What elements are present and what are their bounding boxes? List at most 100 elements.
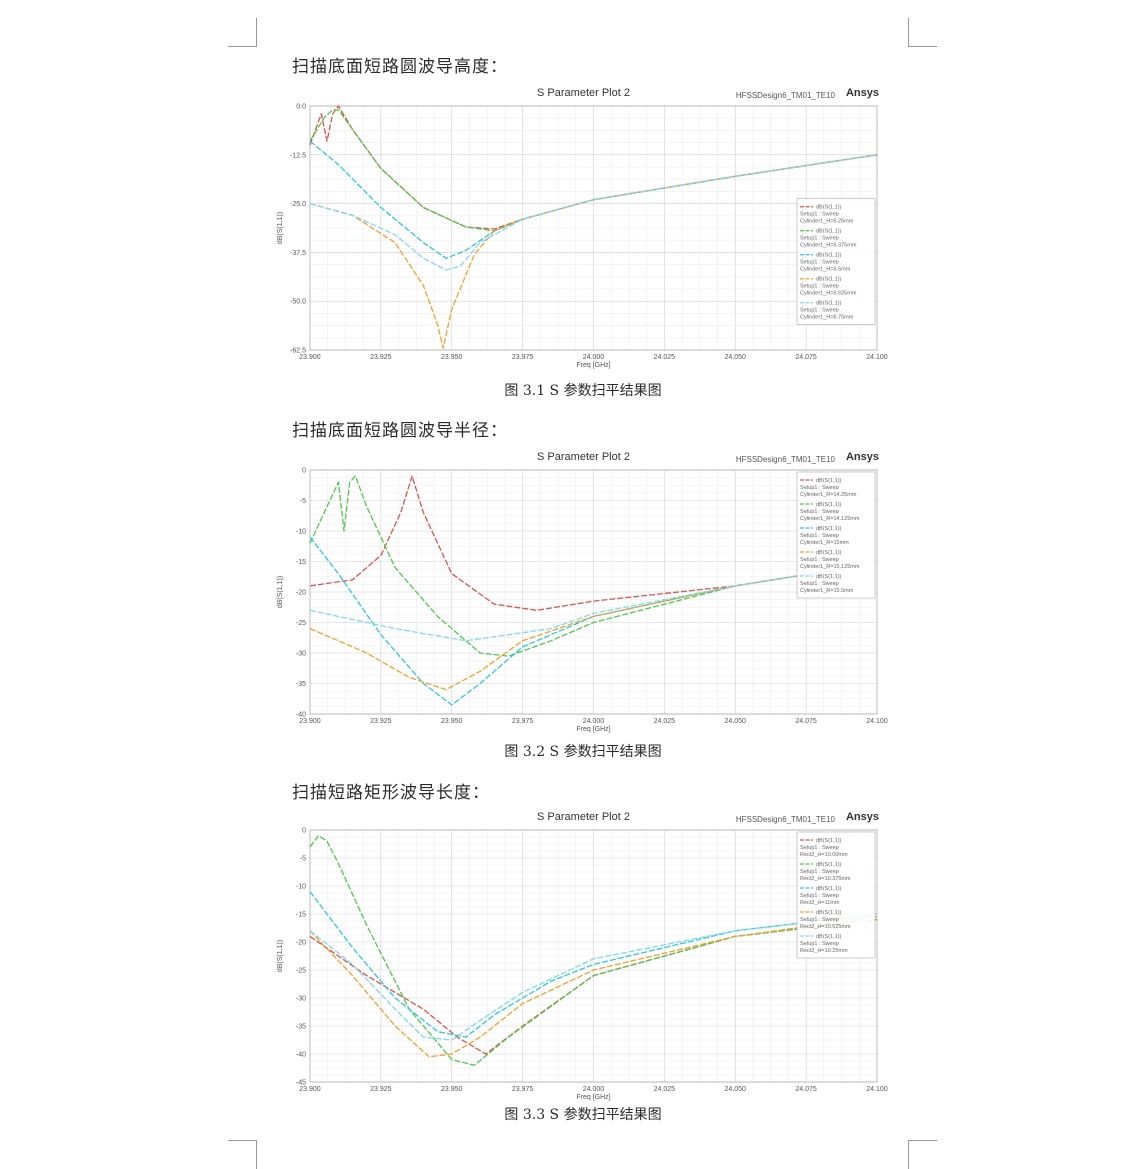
legend-entry-text: dB(S(1,1)) [816,862,842,868]
legend-box [796,471,876,599]
legend-entry-text: Cylinder1_H=6.75mm [800,315,854,321]
legend-box [796,198,876,326]
y-axis-label: dB(S(1,1)) [277,212,284,244]
series-line-2 [309,475,849,657]
legend-entry-text: dB(S(1,1)) [816,838,842,844]
x-tick-label: 24.000 [583,718,605,725]
y-tick-label: -62.5 [290,348,306,355]
figure-caption-3: 图 3.3 S 参数扫平结果图 [504,1107,662,1123]
figure-1: 23.900 23.925 23.950 23.975 24.000 24.025 24.0… [270,80,895,372]
legend-entry-text: dB(S(1,1)) [816,526,842,532]
s-parameter-chart-2: 23.900 23.925 23.950 23.975 24.000 24.025 24.0… [277,451,888,733]
x-tick-label: 24.050 [725,718,747,725]
y-tick-label: 0.0 [296,104,306,111]
legend-entry-text: Setup1 : Sweep [800,485,839,491]
y-tick-label: -25 [296,620,306,627]
y-tick-label: 0 [302,828,306,835]
x-tick-label: 23.975 [512,1086,534,1093]
y-tick-label: -40 [296,712,306,719]
x-tick-label: 23.925 [370,354,392,361]
legend-entry-text: Rect2_H=10.625mm [800,924,851,930]
brand-logo: Ansys [846,451,879,463]
y-tick-label: -30 [296,996,306,1003]
y-axis-label: dB(S(1,1)) [277,576,284,608]
y-tick-label: -12.5 [290,152,306,159]
legend-box [796,831,876,959]
s-parameter-chart-3: 23.900 23.925 23.950 23.975 24.000 24.025 24.0… [277,811,888,1101]
y-tick-label: -5 [300,856,306,863]
legend-entry-text: Setup1 : Sweep [800,533,839,539]
legend-entry-text: Setup1 : Sweep [800,869,839,875]
section-heading-1: 扫描底面短路圆波导高度： [292,57,508,77]
y-tick-label: -40 [296,1052,306,1059]
plot-title: S Parameter Plot 2 [537,451,630,463]
x-tick-label: 23.900 [299,354,321,361]
legend-entry-text: Cylinder1_H=6.25mm [800,219,854,225]
legend-entry-text: dB(S(1,1)) [816,502,842,508]
series-line-5 [309,913,878,1041]
figure-2: 23.900 23.925 23.950 23.975 24.000 24.025 24.0… [270,444,895,736]
figure-caption-1: 图 3.1 S 参数扫平结果图 [504,383,662,399]
x-tick-label: 24.100 [866,354,888,361]
legend-entry-text: dB(S(1,1)) [816,886,842,892]
legend-entry-text: Cylinder1_R=14.125mm [800,516,860,522]
legend-entry-text: Cylinder1_R=14.25mm [800,492,857,498]
legend-entry-text: dB(S(1,1)) [816,550,842,556]
brand-logo: Ansys [846,87,879,99]
x-tick-label: 23.925 [370,1086,392,1093]
x-tick-label: 24.025 [654,1086,676,1093]
series-line-5 [309,154,878,271]
x-axis-label: Freq [GHz] [576,726,610,733]
y-tick-label: -25 [296,968,306,975]
y-tick-label: -20 [296,940,306,947]
x-tick-label: 23.975 [512,354,534,361]
legend-entry-text: dB(S(1,1)) [816,229,842,235]
design-name: HFSSDesign6_TM01_TE10 [736,91,836,100]
section-heading-2: 扫描底面短路圆波导半径： [292,421,508,441]
y-axis-label: dB(S(1,1)) [277,940,284,972]
y-tick-label: -10 [296,529,306,536]
y-tick-label: -25.0 [290,201,306,208]
design-name: HFSSDesign6_TM01_TE10 [736,455,836,464]
legend-entry-text: Setup1 : Sweep [800,941,839,947]
series-line-3 [309,536,849,706]
y-tick-label: -20 [296,590,306,597]
y-tick-label: -10 [296,884,306,891]
x-axis-label: Freq [GHz] [576,1094,610,1101]
legend-entry-text: dB(S(1,1)) [816,910,842,916]
series-line-2 [309,834,878,1066]
y-tick-label: -37.5 [290,250,306,257]
legend: dB(S(1,1))Setup1 : SweepRect2_H=10.00mmd… [796,831,876,959]
y-tick-label: 0 [302,468,306,475]
legend-entry-text: Rect2_H=11mm [800,900,840,906]
figure-caption-2: 图 3.2 S 参数扫平结果图 [504,744,662,760]
legend-entry-text: dB(S(1,1)) [816,205,842,211]
legend-entry-text: Setup1 : Sweep [800,581,839,587]
x-tick-label: 24.075 [795,1086,817,1093]
x-axis-label: Freq [GHz] [576,362,610,369]
legend-entry-text: Cylinder1_H=6.375mm [800,243,857,249]
s-parameter-chart-1: 23.900 23.925 23.950 23.975 24.000 24.025 24.0… [277,87,888,369]
crop-mark-top-right [908,18,937,47]
legend-entry-text: Cylinder1_R=15.5mm [800,588,854,594]
legend: dB(S(1,1))Setup1 : SweepCylinder1_H=6.25… [796,198,876,326]
legend: dB(S(1,1))Setup1 : SweepCylinder1_R=14.2… [796,471,876,599]
y-tick-label: -30 [296,651,306,658]
x-tick-label: 24.025 [654,354,676,361]
legend-entry-text: Setup1 : Sweep [800,260,839,266]
legend-entry-text: Rect2_H=10.375mm [800,876,851,882]
y-tick-label: -45 [296,1080,306,1087]
legend-entry-text: Setup1 : Sweep [800,308,839,314]
crop-mark-bottom-left [228,1140,257,1169]
series-line-5 [309,566,849,642]
legend-entry-text: Setup1 : Sweep [800,557,839,563]
x-tick-label: 24.100 [866,1086,888,1093]
legend-entry-text: Rect2_H=10.00mm [800,852,848,858]
figure-3: 23.900 23.925 23.950 23.975 24.000 24.025 24.0… [270,804,895,1104]
y-tick-label: -15 [296,559,306,566]
x-tick-label: 24.025 [654,718,676,725]
legend-entry-text: Cylinder1_H=6.5mm [800,267,851,273]
legend-entry-text: dB(S(1,1)) [816,253,842,259]
x-tick-label: 24.075 [795,354,817,361]
x-tick-label: 24.050 [725,1086,747,1093]
